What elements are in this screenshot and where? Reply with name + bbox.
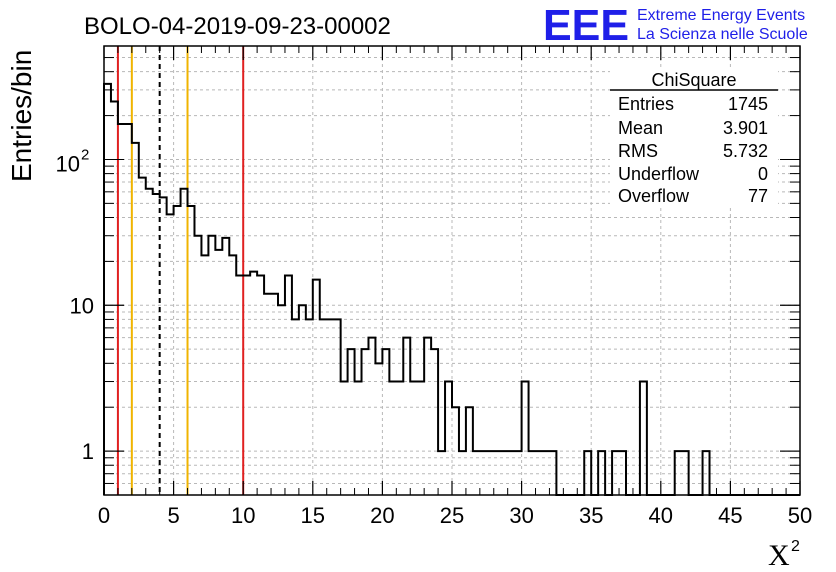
y-axis-label: Entries/bin <box>6 50 37 182</box>
axis-ticks <box>103 46 801 495</box>
x-tick-label: 5 <box>167 503 179 528</box>
stats-box: ChiSquare Entries 1745 Mean 3.901 RMS 5.… <box>610 68 778 208</box>
x-tick-label: 35 <box>579 503 603 528</box>
stats-value: 1745 <box>728 94 768 114</box>
stats-label: RMS <box>618 141 658 161</box>
x-axis-label: X <box>768 539 790 572</box>
y-tick-label: 10 <box>56 151 80 176</box>
x-tick-label: 15 <box>301 503 325 528</box>
stats-value: 3.901 <box>723 118 768 138</box>
x-tick-label: 20 <box>370 503 394 528</box>
stats-value: 77 <box>748 186 768 206</box>
x-tick-label: 30 <box>509 503 533 528</box>
stats-label: Mean <box>618 118 663 138</box>
x-tick-label: 10 <box>231 503 255 528</box>
x-tick-label: 25 <box>440 503 464 528</box>
x-tick-label: 50 <box>788 503 812 528</box>
x-tick-labels: 0 5 10 15 20 25 30 35 40 45 50 <box>98 503 812 528</box>
x-tick-label: 0 <box>98 503 110 528</box>
eee-logo: EEE Extreme Energy Events La Scienza nel… <box>543 1 808 50</box>
y-tick-label: 10 <box>70 293 94 318</box>
stats-label: Underflow <box>618 164 700 184</box>
y-tick-label: 1 <box>82 439 94 464</box>
chart-title: BOLO-04-2019-09-23-00002 <box>84 13 391 40</box>
x-tick-label: 45 <box>718 503 742 528</box>
stats-value: 5.732 <box>723 141 768 161</box>
stats-label: Overflow <box>618 186 690 206</box>
histogram-series <box>103 82 800 496</box>
stats-label: Entries <box>618 94 674 114</box>
logo-line-2: La Scienza nelle Scuole <box>637 26 808 43</box>
logo-line-1: Extreme Energy Events <box>637 7 805 24</box>
stats-value: 0 <box>758 164 768 184</box>
x-axis-label-superscript: 2 <box>791 538 800 555</box>
stats-title: ChiSquare <box>651 70 736 90</box>
x-tick-label: 40 <box>649 503 673 528</box>
reference-lines <box>116 46 245 495</box>
logo-mark: EEE <box>543 1 629 50</box>
y-tick-exponent: 2 <box>81 146 89 163</box>
